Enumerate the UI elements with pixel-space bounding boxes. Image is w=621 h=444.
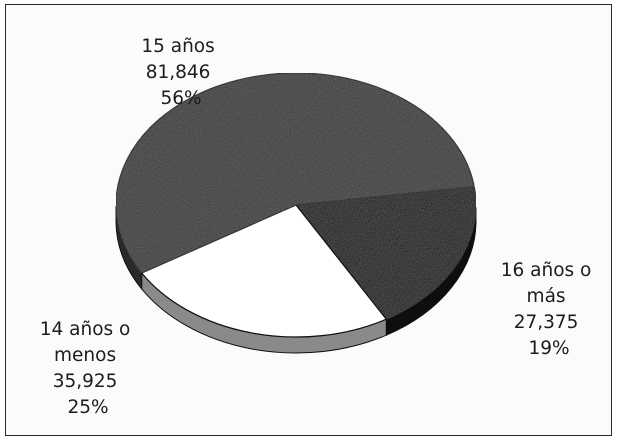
pie-slice-15-anos (115, 72, 475, 274)
chart-frame: 15 años 81,846 56% 16 años o más 27,375 … (5, 4, 612, 436)
pie-chart: 15 años 81,846 56% 16 años o más 27,375 … (40, 36, 598, 418)
slice-label-15-anos: 15 años 81,846 56% (141, 36, 220, 109)
pie-slice-14-anos-o-menos (141, 204, 387, 338)
slice-label-14-anos-o-menos: 14 años o menos 35,925 25% (40, 319, 137, 418)
slice-label-16-anos-o-mas: 16 años o más 27,375 19% (501, 260, 598, 359)
pie-slices (115, 72, 477, 354)
pie-labels: 15 años 81,846 56% 16 años o más 27,375 … (40, 36, 598, 418)
pie-slice-16-anos-o-mas (295, 186, 477, 320)
